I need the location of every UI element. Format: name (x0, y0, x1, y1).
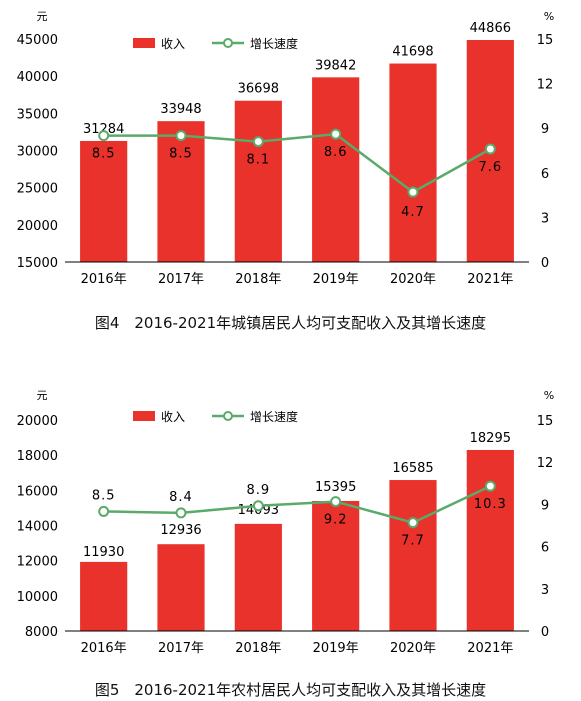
growth-rate-point (409, 518, 418, 527)
chart-1-caption: 图4 2016-2021年城镇居民人均可支配收入及其增长速度 (0, 312, 581, 333)
growth-rate-point (254, 501, 263, 510)
growth-rate-label: 8.5 (92, 147, 116, 162)
income-bar (389, 480, 436, 631)
right-axis-unit: % (544, 389, 554, 402)
left-tick-label: 45000 (17, 33, 58, 48)
left-tick-label: 8000 (25, 625, 58, 640)
left-axis-unit: 元 (37, 389, 48, 402)
left-tick-label: 14000 (17, 520, 58, 535)
growth-rate-label: 8.5 (92, 488, 116, 503)
income-bar (157, 121, 204, 262)
category-label: 2016年 (81, 272, 127, 287)
bar-value-label: 41698 (392, 45, 433, 60)
growth-rate-label: 7.6 (478, 160, 502, 175)
growth-rate-label: 10.3 (474, 497, 507, 512)
left-tick-label: 40000 (17, 70, 58, 85)
category-label: 2017年 (158, 272, 204, 287)
growth-rate-label: 8.4 (169, 490, 193, 505)
left-tick-label: 15000 (17, 256, 58, 271)
growth-rate-point (486, 482, 495, 491)
category-label: 2018年 (235, 641, 281, 656)
right-tick-label: 9 (541, 122, 549, 137)
growth-rate-label: 9.2 (324, 513, 348, 528)
right-tick-label: 15 (537, 414, 554, 429)
category-label: 2019年 (313, 641, 359, 656)
bar-value-label: 18295 (470, 431, 511, 446)
right-tick-label: 3 (541, 583, 549, 598)
left-tick-label: 12000 (17, 555, 58, 570)
category-label: 2016年 (81, 641, 127, 656)
income-bar (235, 524, 282, 631)
left-tick-label: 20000 (17, 414, 58, 429)
growth-rate-label: 4.7 (401, 205, 425, 220)
right-tick-label: 6 (541, 541, 549, 556)
growth-rate-point (177, 131, 186, 140)
legend-bar-swatch (133, 411, 155, 421)
income-bar (157, 544, 204, 631)
legend-bar-label: 收入 (161, 410, 185, 424)
bar-value-label: 36698 (238, 82, 279, 97)
right-axis-unit: % (544, 10, 554, 23)
bar-value-label: 33948 (160, 102, 201, 117)
growth-rate-label: 8.5 (169, 147, 193, 162)
growth-rate-point (486, 145, 495, 154)
legend-line-marker (224, 39, 232, 47)
left-tick-label: 18000 (17, 449, 58, 464)
bar-value-label: 39842 (315, 58, 356, 73)
category-label: 2018年 (235, 272, 281, 287)
left-tick-label: 25000 (17, 182, 58, 197)
right-tick-label: 15 (537, 33, 554, 48)
growth-rate-point (331, 130, 340, 139)
right-tick-label: 12 (537, 78, 554, 93)
category-label: 2020年 (390, 272, 436, 287)
category-label: 2019年 (313, 272, 359, 287)
growth-rate-point (99, 507, 108, 516)
legend-bar-label: 收入 (161, 37, 185, 51)
growth-rate-label: 8.6 (324, 145, 348, 160)
left-axis-unit: 元 (37, 10, 48, 23)
left-tick-label: 35000 (17, 107, 58, 122)
income-bar (235, 101, 282, 262)
right-tick-label: 6 (541, 167, 549, 182)
left-tick-label: 20000 (17, 219, 58, 234)
growth-rate-point (99, 131, 108, 140)
growth-rate-point (254, 137, 263, 146)
growth-rate-point (331, 497, 340, 506)
category-label: 2017年 (158, 641, 204, 656)
bar-value-label: 44866 (470, 21, 511, 36)
category-label: 2021年 (467, 272, 513, 287)
bar-value-label: 12936 (160, 523, 201, 538)
category-label: 2020年 (390, 641, 436, 656)
bar-value-label: 11930 (83, 545, 124, 560)
income-bar (312, 77, 359, 262)
growth-rate-label: 7.7 (401, 534, 425, 549)
right-tick-label: 9 (541, 498, 549, 513)
right-tick-label: 0 (541, 256, 549, 271)
income-bar (389, 64, 436, 262)
right-tick-label: 3 (541, 211, 549, 226)
right-tick-label: 12 (537, 456, 554, 471)
growth-rate-point (177, 508, 186, 517)
growth-rate-label: 8.9 (246, 483, 270, 498)
chart-2-caption: 图5 2016-2021年农村居民人均可支配收入及其增长速度 (0, 679, 581, 700)
bar-value-label: 16585 (392, 461, 433, 476)
legend-line-marker (224, 412, 232, 420)
income-bar (80, 562, 127, 631)
legend-bar-swatch (133, 38, 155, 48)
legend-line-label: 增长速度 (250, 409, 298, 424)
left-tick-label: 10000 (17, 590, 58, 605)
legend-line-label: 增长速度 (250, 36, 298, 51)
category-label: 2021年 (467, 641, 513, 656)
bar-value-label: 15395 (315, 480, 356, 495)
income-bar (467, 450, 514, 631)
left-tick-label: 30000 (17, 145, 58, 160)
left-tick-label: 16000 (17, 484, 58, 499)
growth-rate-label: 8.1 (246, 153, 270, 168)
growth-rate-point (409, 188, 418, 197)
right-tick-label: 0 (541, 625, 549, 640)
